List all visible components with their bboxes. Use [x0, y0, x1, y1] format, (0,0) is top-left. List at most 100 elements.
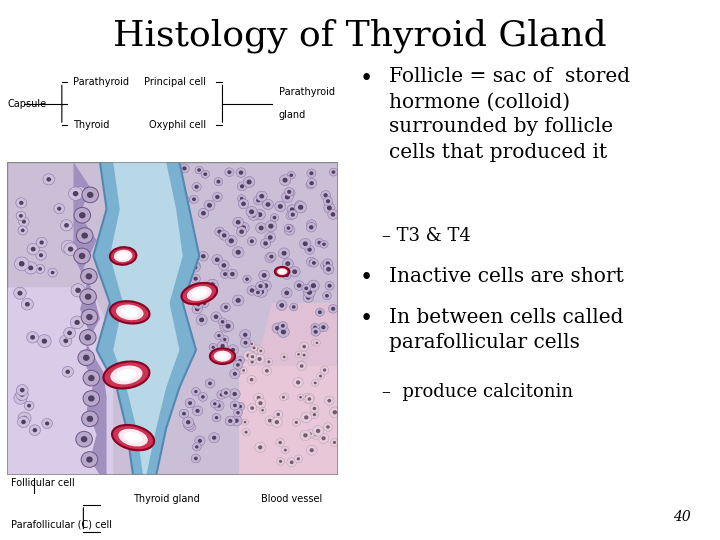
Circle shape [242, 369, 245, 372]
Circle shape [73, 186, 86, 199]
Text: Follicular cell: Follicular cell [11, 478, 74, 488]
Circle shape [266, 252, 276, 261]
Circle shape [284, 224, 292, 232]
Circle shape [265, 232, 276, 242]
Circle shape [46, 177, 51, 181]
Circle shape [229, 389, 240, 399]
Circle shape [17, 384, 28, 396]
Circle shape [287, 190, 292, 194]
Circle shape [215, 195, 220, 199]
Circle shape [297, 284, 302, 288]
Circle shape [251, 406, 254, 410]
Circle shape [244, 341, 248, 345]
Circle shape [57, 207, 61, 211]
Circle shape [220, 320, 225, 323]
Circle shape [331, 307, 336, 310]
Circle shape [192, 264, 196, 268]
Circle shape [293, 377, 303, 387]
Circle shape [48, 268, 58, 277]
Circle shape [198, 439, 202, 443]
Circle shape [310, 181, 314, 185]
Circle shape [320, 366, 329, 374]
Ellipse shape [114, 250, 132, 262]
Circle shape [310, 259, 318, 267]
Circle shape [300, 342, 309, 351]
Circle shape [231, 348, 235, 352]
Circle shape [253, 288, 262, 296]
Circle shape [250, 288, 254, 293]
Circle shape [333, 441, 336, 444]
Circle shape [194, 185, 199, 189]
Circle shape [32, 428, 37, 433]
Circle shape [316, 429, 320, 433]
Circle shape [235, 220, 240, 225]
Circle shape [300, 364, 304, 368]
Ellipse shape [186, 286, 212, 301]
Circle shape [245, 278, 249, 281]
Circle shape [182, 332, 186, 336]
Text: In between cells called
parafollicular cells: In between cells called parafollicular c… [389, 308, 624, 352]
Circle shape [251, 345, 258, 352]
Circle shape [287, 228, 292, 232]
Text: Histology of Thyroid Gland: Histology of Thyroid Gland [113, 19, 607, 53]
Circle shape [240, 329, 251, 340]
Circle shape [312, 261, 316, 265]
Circle shape [239, 171, 243, 175]
Circle shape [330, 438, 338, 446]
Circle shape [282, 251, 287, 255]
Circle shape [61, 240, 76, 254]
Circle shape [233, 392, 237, 396]
Circle shape [313, 326, 317, 329]
Circle shape [66, 244, 71, 250]
Circle shape [289, 303, 298, 311]
Circle shape [214, 314, 218, 319]
Circle shape [84, 334, 91, 341]
Circle shape [267, 360, 271, 363]
Circle shape [60, 335, 72, 347]
Circle shape [303, 433, 307, 437]
Circle shape [78, 350, 94, 366]
Circle shape [275, 326, 280, 330]
Text: Thyroid: Thyroid [73, 120, 110, 130]
Circle shape [297, 353, 300, 356]
Circle shape [287, 227, 291, 231]
Circle shape [317, 373, 324, 380]
Circle shape [238, 359, 242, 362]
Circle shape [223, 338, 226, 341]
Circle shape [196, 302, 200, 306]
Circle shape [279, 175, 291, 186]
Circle shape [254, 210, 266, 220]
Circle shape [248, 358, 256, 366]
Circle shape [192, 454, 201, 463]
Circle shape [309, 260, 313, 264]
Circle shape [192, 406, 203, 416]
Circle shape [327, 206, 332, 210]
Circle shape [35, 265, 45, 273]
Circle shape [310, 411, 319, 418]
Circle shape [31, 247, 35, 252]
Circle shape [272, 323, 283, 333]
Circle shape [268, 255, 273, 260]
Circle shape [326, 267, 331, 272]
Circle shape [281, 324, 285, 328]
Circle shape [298, 205, 303, 210]
Circle shape [279, 248, 289, 259]
Circle shape [212, 346, 215, 349]
Circle shape [212, 354, 220, 362]
Circle shape [328, 305, 338, 313]
Circle shape [86, 273, 92, 280]
Circle shape [202, 301, 207, 305]
Circle shape [203, 172, 207, 176]
Circle shape [222, 303, 230, 312]
Ellipse shape [279, 269, 285, 274]
Ellipse shape [104, 361, 149, 388]
Circle shape [215, 416, 218, 420]
Circle shape [265, 369, 269, 373]
Ellipse shape [192, 289, 207, 298]
Circle shape [248, 353, 257, 361]
Circle shape [311, 323, 319, 332]
Circle shape [265, 358, 273, 366]
Circle shape [68, 247, 73, 252]
Circle shape [240, 184, 244, 188]
Circle shape [233, 217, 243, 227]
